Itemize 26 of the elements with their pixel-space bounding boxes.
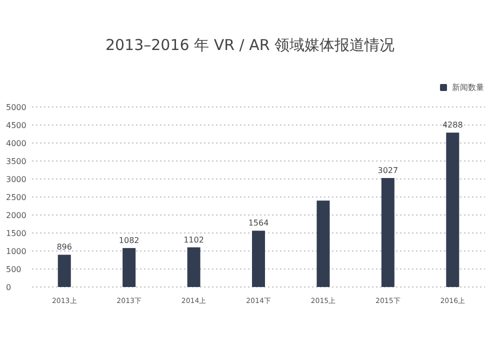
bar xyxy=(252,230,265,287)
bar xyxy=(58,254,71,287)
y-tick-label: 0 xyxy=(6,283,12,292)
data-label: 1082 xyxy=(118,236,140,246)
y-tick-label: 3500 xyxy=(6,157,26,166)
bar xyxy=(446,132,460,287)
data-label: 1102 xyxy=(184,235,204,244)
bar xyxy=(316,200,330,287)
data-label: 3027 xyxy=(378,166,398,176)
data-label: 896 xyxy=(56,242,72,252)
legend-label: 新闻数量 xyxy=(452,83,484,92)
chart-title: 2013–2016 年 VR / AR 领域媒体报道情况 xyxy=(105,36,395,54)
y-tick-label: 1500 xyxy=(6,229,26,238)
y-tick-label: 500 xyxy=(6,265,22,274)
y-tick-label: 3000 xyxy=(6,175,26,184)
y-tick-label: 2500 xyxy=(6,193,26,202)
bar xyxy=(122,248,136,287)
y-tick-label: 4500 xyxy=(6,121,26,130)
y-tick-label: 2000 xyxy=(6,211,26,220)
y-tick-label: 1000 xyxy=(6,247,26,256)
y-tick-label: 5000 xyxy=(6,103,26,112)
data-label: 1564 xyxy=(248,218,269,228)
bar xyxy=(187,247,200,287)
data-label: 4288 xyxy=(442,120,463,130)
y-tick-label: 4000 xyxy=(6,139,26,148)
bar xyxy=(381,178,394,287)
